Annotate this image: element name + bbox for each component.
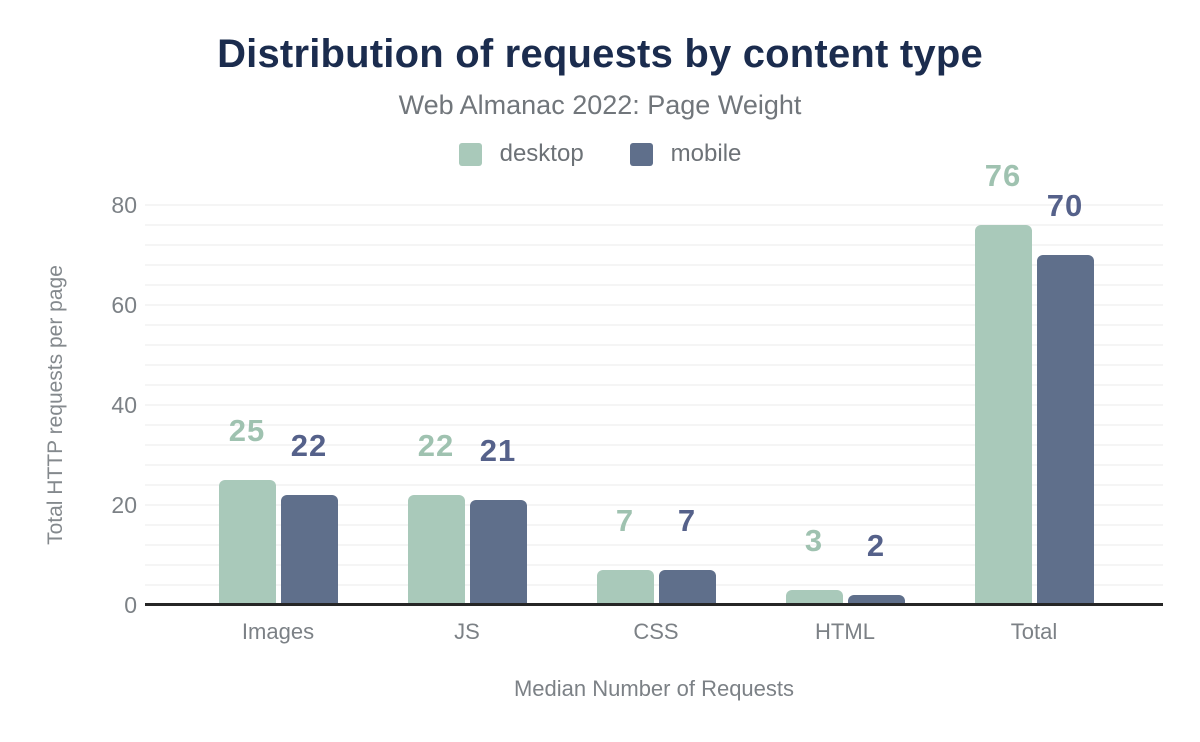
y-tick-label: 0	[124, 592, 137, 618]
legend-swatch-mobile-icon	[629, 142, 653, 166]
gridline	[145, 424, 1163, 426]
legend-label-mobile: mobile	[670, 140, 742, 167]
chart-legend: desktop mobile	[0, 140, 1200, 168]
bar-desktop-images[interactable]	[218, 480, 276, 605]
bar-desktop-css[interactable]	[596, 570, 654, 605]
gridline	[145, 444, 1163, 446]
bar-mobile-total[interactable]	[1036, 255, 1094, 605]
y-tick-label: 40	[111, 392, 137, 418]
gridline	[145, 344, 1163, 346]
gridline	[145, 204, 1163, 206]
gridline	[145, 304, 1163, 306]
gridline	[145, 224, 1163, 226]
bar-mobile-js[interactable]	[469, 500, 527, 605]
x-tick-images: Images	[241, 619, 315, 644]
gridline	[145, 524, 1163, 526]
gridline	[145, 284, 1163, 286]
legend-item-mobile: mobile	[629, 140, 742, 168]
gridline	[145, 264, 1163, 266]
value-label-desktop-html: 3	[804, 523, 824, 558]
gridline	[145, 324, 1163, 326]
gridline	[145, 244, 1163, 246]
x-axis-title: Median Number of Requests	[513, 676, 795, 701]
gridline	[145, 544, 1163, 546]
bar-mobile-images[interactable]	[280, 495, 338, 605]
x-tick-total: Total	[1010, 619, 1058, 644]
x-axis-line	[145, 603, 1163, 606]
value-label-mobile-images: 22	[290, 428, 328, 463]
value-label-desktop-js: 22	[417, 428, 455, 463]
gridline	[145, 584, 1163, 586]
bar-desktop-js[interactable]	[407, 495, 465, 605]
bar-desktop-html[interactable]	[785, 590, 843, 605]
y-tick-label: 60	[111, 292, 137, 318]
gridline	[145, 564, 1163, 566]
value-label-mobile-css: 7	[677, 503, 697, 538]
chart-subtitle: Web Almanac 2022: Page Weight	[398, 90, 802, 120]
value-label-desktop-css: 7	[615, 503, 635, 538]
chart-title: Distribution of requests by content type	[217, 32, 983, 76]
value-label-desktop-images: 25	[228, 413, 266, 448]
legend-item-desktop: desktop	[458, 140, 584, 168]
bar-desktop-total[interactable]	[974, 225, 1032, 605]
x-tick-html: HTML	[815, 619, 875, 644]
value-label-mobile-html: 2	[866, 528, 886, 563]
x-tick-js: JS	[454, 619, 480, 644]
gridline	[145, 384, 1163, 386]
gridline	[145, 464, 1163, 466]
gridline	[145, 364, 1163, 366]
value-label-mobile-total: 70	[1046, 188, 1084, 223]
value-label-mobile-js: 21	[479, 433, 517, 468]
y-tick-label: 80	[111, 192, 137, 218]
bar-mobile-html[interactable]	[847, 595, 905, 605]
x-tick-css: CSS	[633, 619, 679, 644]
legend-swatch-desktop-icon	[458, 142, 482, 166]
bar-mobile-css[interactable]	[658, 570, 716, 605]
gridline	[145, 404, 1163, 406]
legend-label-desktop: desktop	[499, 140, 584, 167]
gridline	[145, 504, 1163, 506]
y-tick-label: 20	[111, 492, 137, 518]
gridline	[145, 484, 1163, 486]
value-label-desktop-total: 76	[984, 158, 1022, 193]
